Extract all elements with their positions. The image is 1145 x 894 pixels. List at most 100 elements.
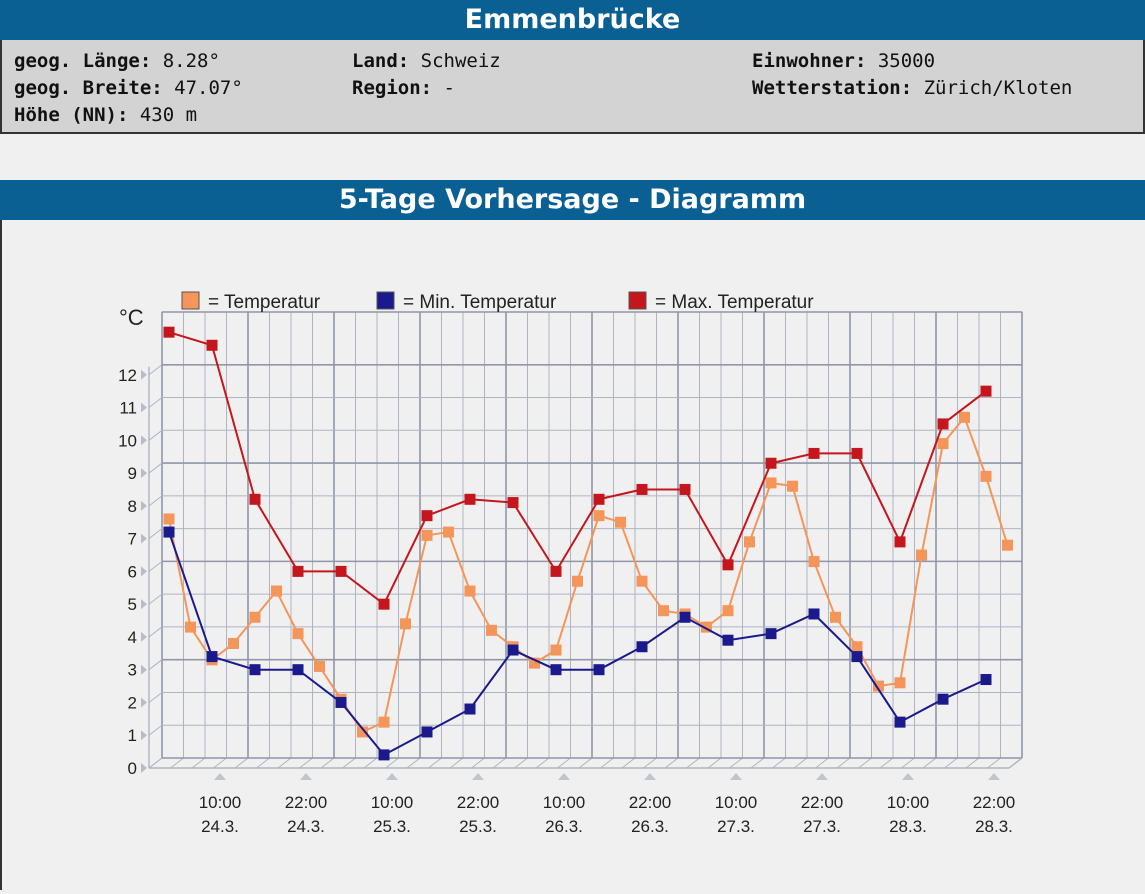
y-tick-label: 4 xyxy=(128,628,137,647)
grid-line-floor xyxy=(449,757,464,769)
grid-line-floor xyxy=(686,757,700,769)
x-tick-label-time: 10:00 xyxy=(543,793,586,812)
country-row: Land: Schweiz xyxy=(352,50,501,72)
y-tick-marker xyxy=(141,664,147,675)
x-tick-label-date: 24.3. xyxy=(201,817,239,836)
y-tick-marker xyxy=(141,533,147,544)
series-point xyxy=(378,716,390,728)
x-tick-marker xyxy=(644,773,656,780)
grid-line-floor xyxy=(987,757,1001,769)
series-point xyxy=(550,565,562,577)
series-point xyxy=(292,628,304,640)
grid-line-floor xyxy=(815,757,829,769)
series-point xyxy=(894,677,906,689)
x-tick-label-date: 26.3. xyxy=(631,817,669,836)
x-tick-label-time: 10:00 xyxy=(887,793,930,812)
series-point xyxy=(486,624,497,636)
series-point xyxy=(959,411,970,423)
x-tick-label-date: 28.3. xyxy=(889,817,927,836)
y-tick-label: 1 xyxy=(128,726,137,745)
series-point xyxy=(507,644,519,656)
location-info-panel: geog. Länge: 8.28° geog. Breite: 47.07° … xyxy=(0,40,1145,134)
grid-line-floor xyxy=(965,757,980,769)
grid-line-floor xyxy=(643,757,657,769)
population-value: 35000 xyxy=(877,50,936,72)
series-point xyxy=(529,657,540,669)
grid-line-side xyxy=(148,364,163,376)
grid-line-floor xyxy=(557,757,571,769)
y-tick-label: 0 xyxy=(128,759,137,778)
grid-line-floor xyxy=(858,757,872,769)
grid-line-floor xyxy=(471,757,485,769)
forecast-chart: 0123456789101112°C10:0024.3.22:0024.3.10… xyxy=(118,291,1023,836)
grid-line-side xyxy=(148,462,163,474)
y-axis-label: °C xyxy=(119,305,144,330)
station-label: Wetterstation: xyxy=(752,77,913,99)
grid-line-floor xyxy=(342,757,356,769)
legend-swatch xyxy=(181,291,200,310)
y-tick-marker xyxy=(141,402,147,413)
y-tick-marker xyxy=(141,369,147,380)
region-value: - xyxy=(443,77,455,99)
legend-swatch xyxy=(376,291,395,310)
series-point xyxy=(378,598,390,610)
y-tick-marker xyxy=(141,500,147,511)
x-tick-marker xyxy=(214,773,226,780)
x-tick-label-time: 22:00 xyxy=(285,793,328,812)
series-line xyxy=(168,531,987,757)
y-tick-marker xyxy=(141,631,147,642)
x-tick-label-date: 27.3. xyxy=(717,817,755,836)
series-point xyxy=(378,749,390,761)
grid-line-floor xyxy=(793,757,808,769)
series-point xyxy=(421,510,433,522)
series-point xyxy=(873,680,884,692)
series-point xyxy=(615,516,626,528)
grid-line-floor xyxy=(600,757,614,769)
region-row: Region: - xyxy=(352,77,455,99)
series-point xyxy=(765,457,777,469)
y-tick-label: 9 xyxy=(128,464,137,483)
series-point xyxy=(937,693,949,705)
series-point xyxy=(937,418,949,430)
grid-line-floor xyxy=(664,757,679,769)
grid-line-floor xyxy=(707,757,722,769)
grid-line-floor xyxy=(772,757,786,769)
y-tick-label: 3 xyxy=(128,661,137,680)
series-point xyxy=(980,385,992,397)
series-point xyxy=(593,664,605,676)
series-point xyxy=(636,641,648,653)
series-point xyxy=(335,565,347,577)
grid-line-floor xyxy=(191,757,206,769)
series-point xyxy=(980,674,992,686)
y-tick-label: 6 xyxy=(128,562,137,581)
grid-line-floor xyxy=(750,757,765,769)
series-point xyxy=(464,493,476,505)
series-point xyxy=(722,605,734,617)
x-tick-marker xyxy=(300,773,312,780)
latitude-row: geog. Breite: 47.07° xyxy=(14,77,243,99)
x-tick-marker xyxy=(816,773,828,780)
grid-line-floor xyxy=(256,757,270,769)
series-point xyxy=(163,513,175,525)
grid-line-floor xyxy=(234,757,249,769)
x-tick-label-time: 10:00 xyxy=(715,793,758,812)
series-point xyxy=(314,660,325,672)
x-tick-label-time: 10:00 xyxy=(371,793,414,812)
legend-entry: = Max. Temperatur xyxy=(655,292,814,313)
y-tick-label: 12 xyxy=(118,366,137,385)
series-point xyxy=(550,644,562,656)
grid-line-side xyxy=(148,429,163,441)
series-point xyxy=(722,634,734,646)
series-point xyxy=(722,559,734,571)
grid-line-floor xyxy=(578,757,593,769)
series-point xyxy=(249,664,261,676)
grid-line-floor xyxy=(277,757,292,769)
grid-line-floor xyxy=(406,757,421,769)
series-point xyxy=(206,651,218,663)
series-point xyxy=(658,605,669,617)
series-point xyxy=(851,447,863,459)
grid-line-floor xyxy=(170,757,184,769)
series-point xyxy=(744,536,755,548)
longitude-label: geog. Länge: xyxy=(14,50,152,72)
grid-line-floor xyxy=(514,757,528,769)
